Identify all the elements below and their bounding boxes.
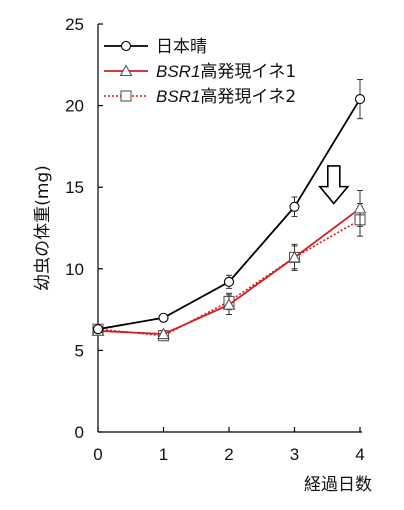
- y-tick-label: 5: [75, 341, 84, 360]
- axes: 0 5 10 15 20 25 0 1 2 3 4 経過日数 幼虫の体重(mg): [33, 15, 372, 495]
- series-line: [97, 207, 361, 335]
- data-point-circle: [158, 312, 169, 323]
- legend-label-italic: BSR1: [156, 87, 200, 106]
- data-point-triangle: [222, 298, 236, 310]
- x-tick-label: 3: [290, 445, 299, 464]
- legend-marker: [120, 90, 132, 102]
- data-point-triangle: [288, 250, 301, 263]
- legend-label-italic: BSR1: [156, 62, 200, 81]
- legend-label-text: 高発現イネ2: [200, 87, 296, 107]
- legend-item-0: 日本晴: [104, 37, 207, 57]
- y-tick-label: 25: [65, 15, 84, 34]
- x-tick-label: 2: [224, 445, 233, 464]
- y-axis-label: 幼虫の体重(mg): [33, 165, 53, 291]
- legend-label-text: 日本晴: [156, 37, 207, 57]
- series-group: [91, 78, 367, 342]
- series-0: [92, 78, 366, 335]
- data-point-circle: [223, 276, 235, 287]
- y-tick-label: 10: [65, 260, 84, 279]
- y-tick-label: 20: [65, 97, 84, 116]
- down-arrow-annotation: [318, 165, 350, 205]
- data-point-circle: [92, 324, 104, 335]
- x-axis-label: 経過日数: [304, 475, 372, 495]
- legend-label-text: 高発現イネ1: [200, 62, 296, 82]
- legend-marker: [120, 40, 132, 52]
- x-tick-label: 0: [93, 445, 102, 464]
- y-tick-label: 0: [75, 423, 84, 442]
- data-point-circle: [289, 201, 300, 212]
- data-point-circle: [354, 94, 366, 105]
- legend-item-2: BSR1高発現イネ2: [104, 87, 296, 107]
- series-1: [91, 189, 367, 340]
- legend-item-1: BSR1高発現イネ1: [104, 62, 296, 82]
- legend-label: 日本晴: [156, 37, 207, 57]
- data-point-triangle: [157, 327, 170, 340]
- x-tick-label: 1: [159, 445, 168, 464]
- legend-label: BSR1高発現イネ2: [156, 87, 296, 107]
- legend-label: BSR1高発現イネ1: [156, 62, 296, 82]
- annotation-group: [318, 165, 350, 205]
- legend-marker: [119, 64, 133, 77]
- data-point-triangle: [353, 201, 367, 214]
- series-2: [92, 203, 366, 342]
- y-tick-label: 15: [65, 178, 84, 197]
- x-tick-label: 4: [355, 445, 364, 464]
